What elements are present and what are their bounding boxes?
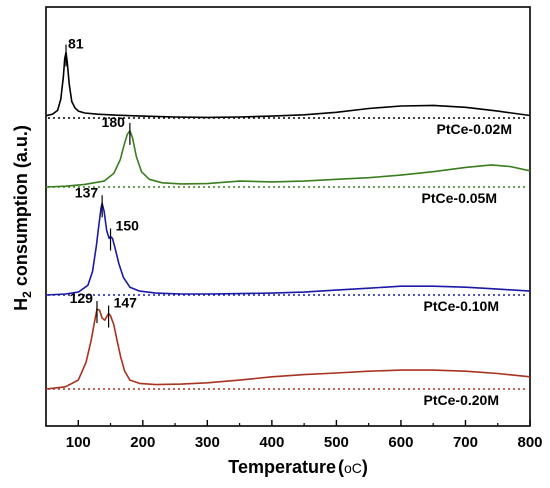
series-label-1: PtCe-0.02M (437, 121, 512, 137)
series-label-3: PtCe-0.10M (424, 298, 499, 314)
x-axis-ticks: 100 200 300 400 500 600 700 800 (45, 420, 543, 451)
peak-label-2-1: 180 (102, 114, 126, 130)
x-tick-label-300: 300 (195, 434, 220, 451)
x-tick-label-400: 400 (259, 434, 284, 451)
curves-group (45, 51, 531, 390)
peak-label-3-1: 137 (75, 184, 99, 200)
peak-label-4-1: 129 (70, 290, 94, 306)
x-tick-label-700: 700 (453, 434, 478, 451)
baselines-group (48, 117, 528, 390)
x-tick-label-200: 200 (130, 434, 155, 451)
x-tick-label-100: 100 (66, 434, 91, 451)
x-axis-unit-symbol: oC (344, 460, 362, 476)
peak-label-1-1: 81 (68, 35, 84, 51)
x-axis-title: Temperature (228, 457, 336, 477)
peak-markers-group: 81 180 137 150 129 147 (65, 35, 140, 328)
curve-series-1 (45, 51, 531, 119)
y-axis-title: H2 consumption (a.u.) (11, 125, 34, 311)
series-label-4: PtCe-0.20M (424, 392, 499, 408)
series-label-2: PtCe-0.05M (422, 190, 497, 206)
y-axis-title-subscript: 2 (20, 291, 34, 298)
curve-series-4 (45, 308, 531, 390)
y-axis-title-rest: consumption (a.u.) (11, 125, 31, 291)
x-tick-label-800: 800 (517, 434, 542, 451)
curve-series-3 (45, 202, 531, 296)
x-axis-unit: (oC) (338, 457, 368, 477)
x-tick-label-500: 500 (324, 434, 349, 451)
peak-label-3-2: 150 (116, 218, 140, 234)
plot-frame (45, 6, 531, 427)
y-axis-title-h: H (11, 298, 31, 311)
x-tick-label-600: 600 (388, 434, 413, 451)
peak-label-4-2: 147 (114, 295, 138, 311)
curve-series-2 (45, 130, 531, 188)
